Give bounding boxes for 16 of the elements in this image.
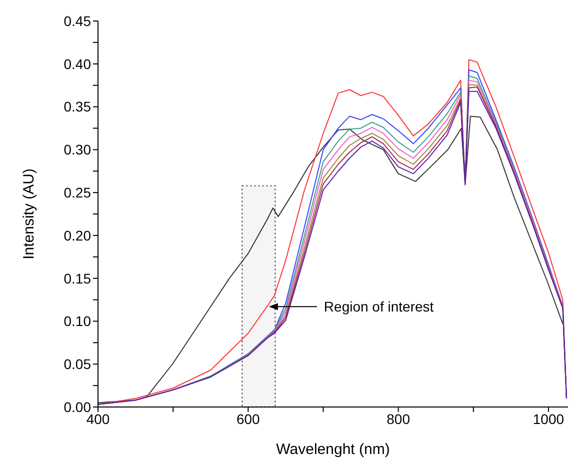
x-tick-label: 800 xyxy=(386,410,410,427)
x-tick-label: 1000 xyxy=(532,410,564,427)
y-tick-label: 0.25 xyxy=(64,184,92,201)
y-tick-label: 0.40 xyxy=(64,56,92,72)
y-tick-label: 0.30 xyxy=(64,142,92,158)
x-axis-title: Wavelenght (nm) xyxy=(276,441,390,458)
y-tick-label: 0.20 xyxy=(64,227,92,244)
annotation: Region of interest xyxy=(324,298,434,315)
y-tick-label: 0.10 xyxy=(64,313,92,330)
y-tick-label: 0.35 xyxy=(64,98,92,115)
y-tick-label: 0.45 xyxy=(64,12,92,29)
y-axis-title: Intensity (AU) xyxy=(20,168,38,260)
y-tick-label: 0.15 xyxy=(64,270,92,286)
y-tick-label: 0.05 xyxy=(64,356,92,372)
y-tick-label: 0.00 xyxy=(64,398,92,415)
x-tick-label: 600 xyxy=(236,410,260,427)
